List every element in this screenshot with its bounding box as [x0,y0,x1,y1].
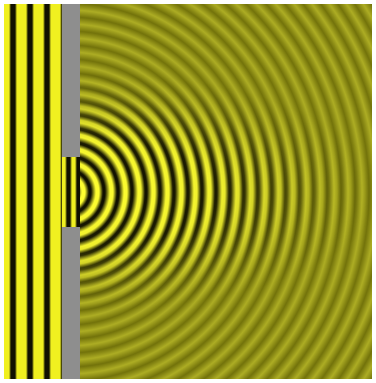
wave-diffraction-image [0,0,376,383]
plane-waves [4,4,62,379]
slit [62,157,80,227]
diffraction-field [80,4,372,379]
central-beam [80,4,372,379]
